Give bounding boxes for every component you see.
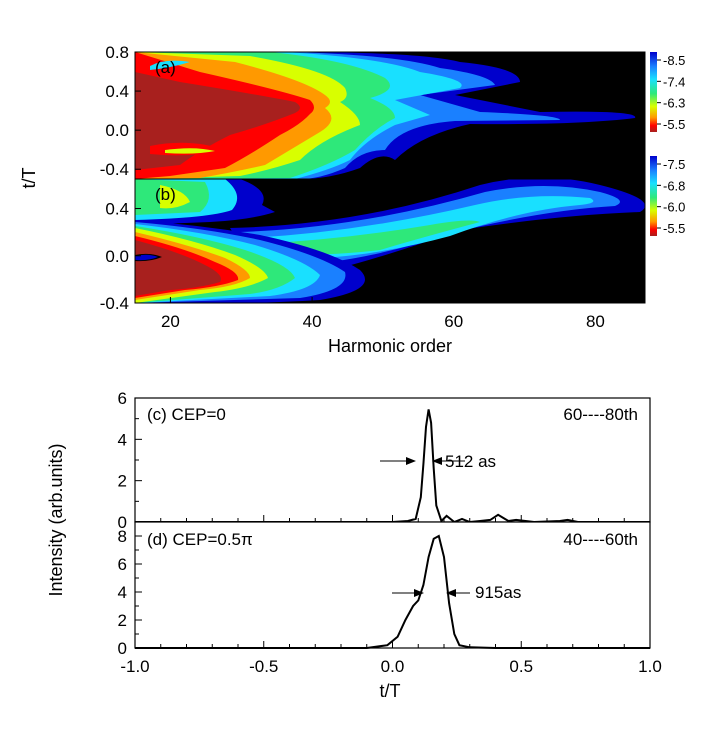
- heatmap-a-field: [135, 52, 636, 179]
- y-tick-label: 6: [118, 389, 127, 408]
- y-tick-label: 2: [118, 472, 127, 491]
- y-tick-label: 0.0: [105, 121, 129, 140]
- heatmap-y-axis-label: t/T: [19, 167, 39, 188]
- heatmap-b-y-axis: 0.4 0.0 -0.4: [100, 200, 141, 313]
- x-tick-label: 40: [303, 312, 322, 331]
- colorbar-a-ticks: -8.5 -7.4 -6.3 -5.5: [657, 53, 685, 132]
- y-tick-label: 0: [118, 639, 127, 658]
- colorbar-tick-label: -5.5: [663, 117, 685, 132]
- x-tick-label: 0.0: [381, 657, 405, 676]
- x-tick-label: -0.5: [249, 657, 278, 676]
- y-tick-label: 0.8: [105, 43, 129, 62]
- y-tick-label: -0.4: [100, 294, 129, 313]
- panel-b-label: (b): [155, 185, 176, 204]
- heatmap-panel-b: (b) 0.4 0.0 -0.4 20 40 60 80 Harmonic order t…: [19, 167, 646, 356]
- y-tick-label: -0.4: [100, 160, 129, 179]
- panel-d-range-label: 40----60th: [563, 530, 638, 549]
- panel-c-axes: 0 2 4 6: [118, 389, 651, 532]
- heatmap-x-axis-label: Harmonic order: [328, 336, 452, 356]
- line-panel-d: 0 2 4 6 8 -1.0 -0.5 0.0 0.5 1.0 (d) CEP=0.5π 40--…: [46, 443, 662, 701]
- intensity-y-axis-label: Intensity (arb.units): [46, 443, 66, 596]
- y-tick-label: 0.4: [105, 200, 129, 219]
- panel-c-frame: [134, 397, 651, 523]
- panel-d-width-arrows: [392, 589, 470, 597]
- panel-d-series-line: [135, 534, 650, 649]
- x-tick-label: 60: [444, 312, 463, 331]
- y-tick-label: 4: [118, 430, 127, 449]
- panel-c-width-label: 512 as: [445, 452, 496, 471]
- heatmap-panel-a: (a) 0.8 0.4 0.0 -0.4: [100, 43, 646, 180]
- panel-d-width-label: 915as: [475, 583, 521, 602]
- panel-c-width-arrows: [380, 457, 465, 465]
- colorbar-tick-label: -7.4: [663, 74, 685, 89]
- colorbar-b: -7.5 -6.8 -6.0 -5.5: [650, 156, 685, 236]
- panel-c-label: (c) CEP=0: [147, 405, 226, 424]
- colorbar-tick-label: -7.5: [663, 157, 685, 172]
- heatmap-a-y-axis: 0.8 0.4 0.0 -0.4: [100, 43, 141, 179]
- colorbar-tick-label: -6.8: [663, 178, 685, 193]
- y-tick-label: 8: [118, 527, 127, 546]
- x-tick-label: 80: [586, 312, 605, 331]
- colorbar-b-gradient: [650, 156, 657, 236]
- panel-c-left-arrowhead: [406, 457, 416, 465]
- colorbar-tick-label: -5.5: [663, 221, 685, 236]
- x-tick-label: 20: [161, 312, 180, 331]
- colorbar-tick-label: -6.3: [663, 96, 685, 111]
- y-tick-label: 2: [118, 611, 127, 630]
- heatmap-b-field: [135, 179, 645, 303]
- panel-a-label: (a): [155, 58, 176, 77]
- panel-d-right-arrowhead: [446, 589, 456, 597]
- y-tick-label: 6: [118, 555, 127, 574]
- y-tick-label: 0: [118, 513, 127, 532]
- x-tick-label: 1.0: [638, 657, 662, 676]
- x-tick-label: -1.0: [120, 657, 149, 676]
- y-tick-label: 0.0: [105, 247, 129, 266]
- heatmap-b-x-axis: 20 40 60 80: [161, 297, 605, 331]
- panel-d-x-axis-label: t/T: [380, 681, 401, 701]
- panel-d-axes: 0 2 4 6 8 -1.0 -0.5 0.0 0.5 1.0: [118, 527, 662, 676]
- y-tick-label: 0.4: [105, 82, 129, 101]
- panel-d-label: (d) CEP=0.5π: [147, 530, 253, 549]
- panel-d-left-arrowhead: [414, 589, 424, 597]
- colorbar-a-gradient: [650, 52, 657, 132]
- colorbar-tick-label: -6.0: [663, 200, 685, 215]
- line-panel-c: 0 2 4 6 (c) CEP=0 60----80th 512 as: [118, 389, 651, 532]
- colorbar-b-ticks: -7.5 -6.8 -6.0 -5.5: [657, 157, 685, 236]
- colorbar-a: -8.5 -7.4 -6.3 -5.5: [650, 52, 685, 132]
- panel-c-right-arrowhead: [432, 457, 442, 465]
- heatmap-b-frame: [134, 178, 646, 304]
- panel-d-frame: [134, 521, 651, 649]
- panel-c-range-label: 60----80th: [563, 405, 638, 424]
- x-tick-label: 0.5: [509, 657, 533, 676]
- y-tick-label: 4: [118, 583, 127, 602]
- colorbar-tick-label: -8.5: [663, 53, 685, 68]
